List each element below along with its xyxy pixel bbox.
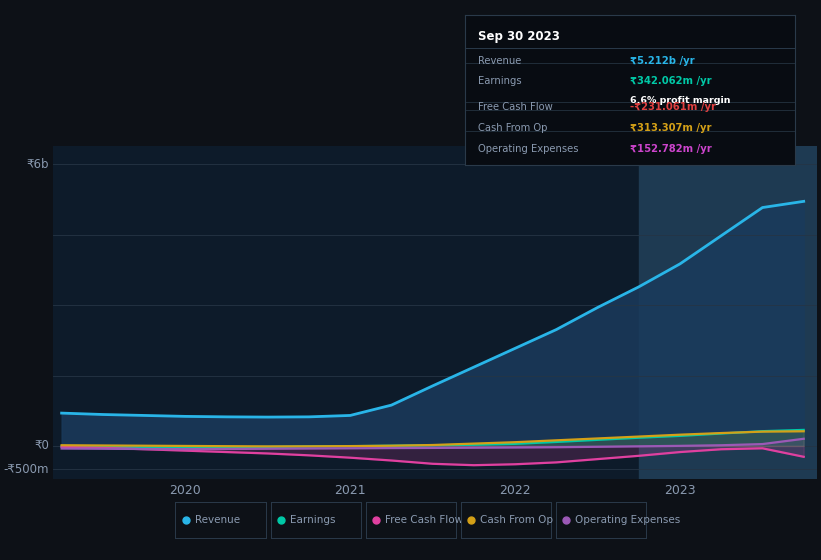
- Text: Operating Expenses: Operating Expenses: [576, 515, 681, 525]
- Text: Sep 30 2023: Sep 30 2023: [478, 30, 560, 43]
- Text: Revenue: Revenue: [195, 515, 241, 525]
- Text: Cash From Op: Cash From Op: [480, 515, 553, 525]
- Text: Cash From Op: Cash From Op: [478, 123, 548, 133]
- Bar: [639, 146, 821, 479]
- Text: ₹5.212b /yr: ₹5.212b /yr: [630, 55, 695, 66]
- Text: 6.6% profit margin: 6.6% profit margin: [630, 96, 731, 105]
- Text: -₹500m: -₹500m: [4, 463, 49, 476]
- Text: -₹231.061m /yr: -₹231.061m /yr: [630, 102, 716, 112]
- Text: Revenue: Revenue: [478, 55, 521, 66]
- Text: Earnings: Earnings: [291, 515, 336, 525]
- Text: Free Cash Flow: Free Cash Flow: [478, 102, 553, 112]
- Text: Operating Expenses: Operating Expenses: [478, 144, 579, 154]
- Text: Earnings: Earnings: [478, 77, 522, 86]
- Text: ₹313.307m /yr: ₹313.307m /yr: [630, 123, 712, 133]
- Text: ₹152.782m /yr: ₹152.782m /yr: [630, 144, 712, 154]
- Text: Free Cash Flow: Free Cash Flow: [385, 515, 463, 525]
- Text: ₹0: ₹0: [34, 440, 49, 452]
- Text: ₹6b: ₹6b: [27, 158, 49, 171]
- Text: ₹342.062m /yr: ₹342.062m /yr: [630, 77, 712, 86]
